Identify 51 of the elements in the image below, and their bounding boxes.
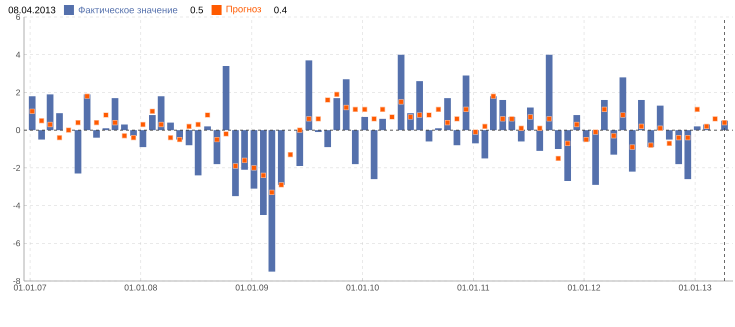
bar: [592, 130, 599, 185]
bar: [167, 122, 174, 130]
text: 0.4: [274, 6, 287, 14]
x-tick-label: 01.01.09: [236, 284, 268, 291]
y-tick-label: -8: [13, 278, 20, 284]
x-tick-label: 01.01.13: [678, 284, 712, 291]
y-tick-label: -4: [13, 202, 20, 208]
y-tick-label: 2: [16, 89, 20, 96]
bar: [194, 130, 202, 176]
bar: [74, 130, 82, 174]
bar: [398, 54, 404, 130]
bar: [306, 60, 312, 130]
bar: [426, 130, 432, 142]
bar: [241, 130, 248, 170]
y-tick-label: 6: [16, 14, 20, 20]
bar: [260, 130, 267, 215]
bar: [620, 77, 626, 130]
bar: [352, 130, 359, 164]
bar: [454, 130, 460, 146]
y-tick-label: 0: [16, 127, 20, 134]
legend-title: 08.04.2013: [8, 6, 56, 14]
bar: [370, 130, 378, 180]
y-tick-label: -6: [13, 240, 20, 246]
text: 0.5: [190, 6, 203, 14]
x-tick-label: 01.01.07: [14, 284, 46, 291]
bar: [250, 130, 258, 189]
bar: [416, 81, 423, 130]
bar: [361, 116, 368, 130]
bar: [462, 75, 470, 130]
bar: [268, 130, 276, 272]
bar: [46, 94, 54, 130]
bar: [684, 130, 692, 180]
bar: [232, 130, 239, 196]
x-tick-label: 01.01.11: [457, 284, 490, 291]
bar: [324, 130, 332, 148]
bar: [121, 124, 128, 130]
x-tick-label: 01.01.12: [568, 284, 600, 291]
legend-label: Фактическое значение: [78, 6, 178, 14]
bar: [38, 130, 45, 140]
x-tick-label: 01.01.08: [124, 284, 157, 291]
y-tick-label: 4: [16, 52, 20, 58]
x-tick-label: 01.01.10: [346, 284, 379, 291]
bar: [93, 130, 100, 138]
bar: [546, 54, 553, 130]
bar: [564, 130, 572, 182]
bar: [56, 113, 63, 130]
bar: [140, 130, 146, 148]
bar: [379, 118, 386, 130]
y-tick-label: -2: [13, 164, 20, 171]
legend-label: Прогноз: [226, 6, 262, 14]
bar: [554, 130, 562, 149]
